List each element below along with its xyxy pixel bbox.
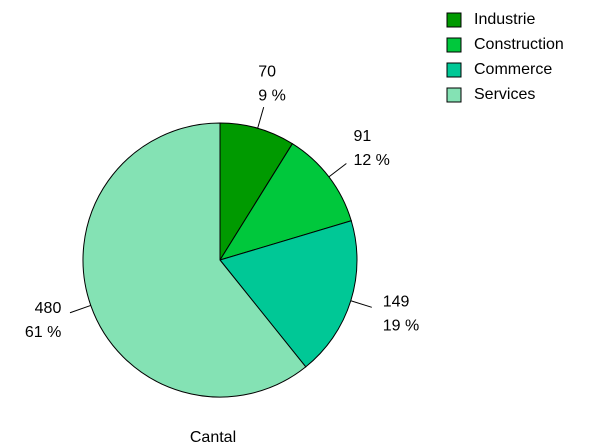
leader-line: [350, 300, 372, 308]
legend-label: Industrie: [474, 11, 535, 28]
leader-line: [69, 304, 91, 314]
chart-title: Cantal: [190, 429, 236, 446]
pie-slice: [218, 143, 352, 261]
legend-swatch: [446, 12, 462, 28]
pie-slice: [219, 220, 358, 368]
data-label: 91: [353, 128, 371, 145]
legend-swatch: [446, 87, 462, 103]
data-label: 480: [35, 300, 62, 317]
legend-label: Services: [474, 86, 535, 103]
leader-line: [328, 163, 347, 178]
legend-swatch: [446, 62, 462, 78]
data-label: 70: [258, 63, 276, 80]
data-label: 149: [383, 294, 410, 311]
legend-label: Construction: [474, 36, 564, 53]
percent-label: 61 %: [25, 324, 61, 341]
percent-label: 9 %: [258, 87, 286, 104]
percent-label: 12 %: [353, 152, 389, 169]
legend-label: Commerce: [474, 61, 552, 78]
legend-swatch: [446, 37, 462, 53]
percent-label: 19 %: [383, 318, 419, 335]
pie-slice: [82, 122, 307, 398]
leader-line: [257, 106, 265, 129]
